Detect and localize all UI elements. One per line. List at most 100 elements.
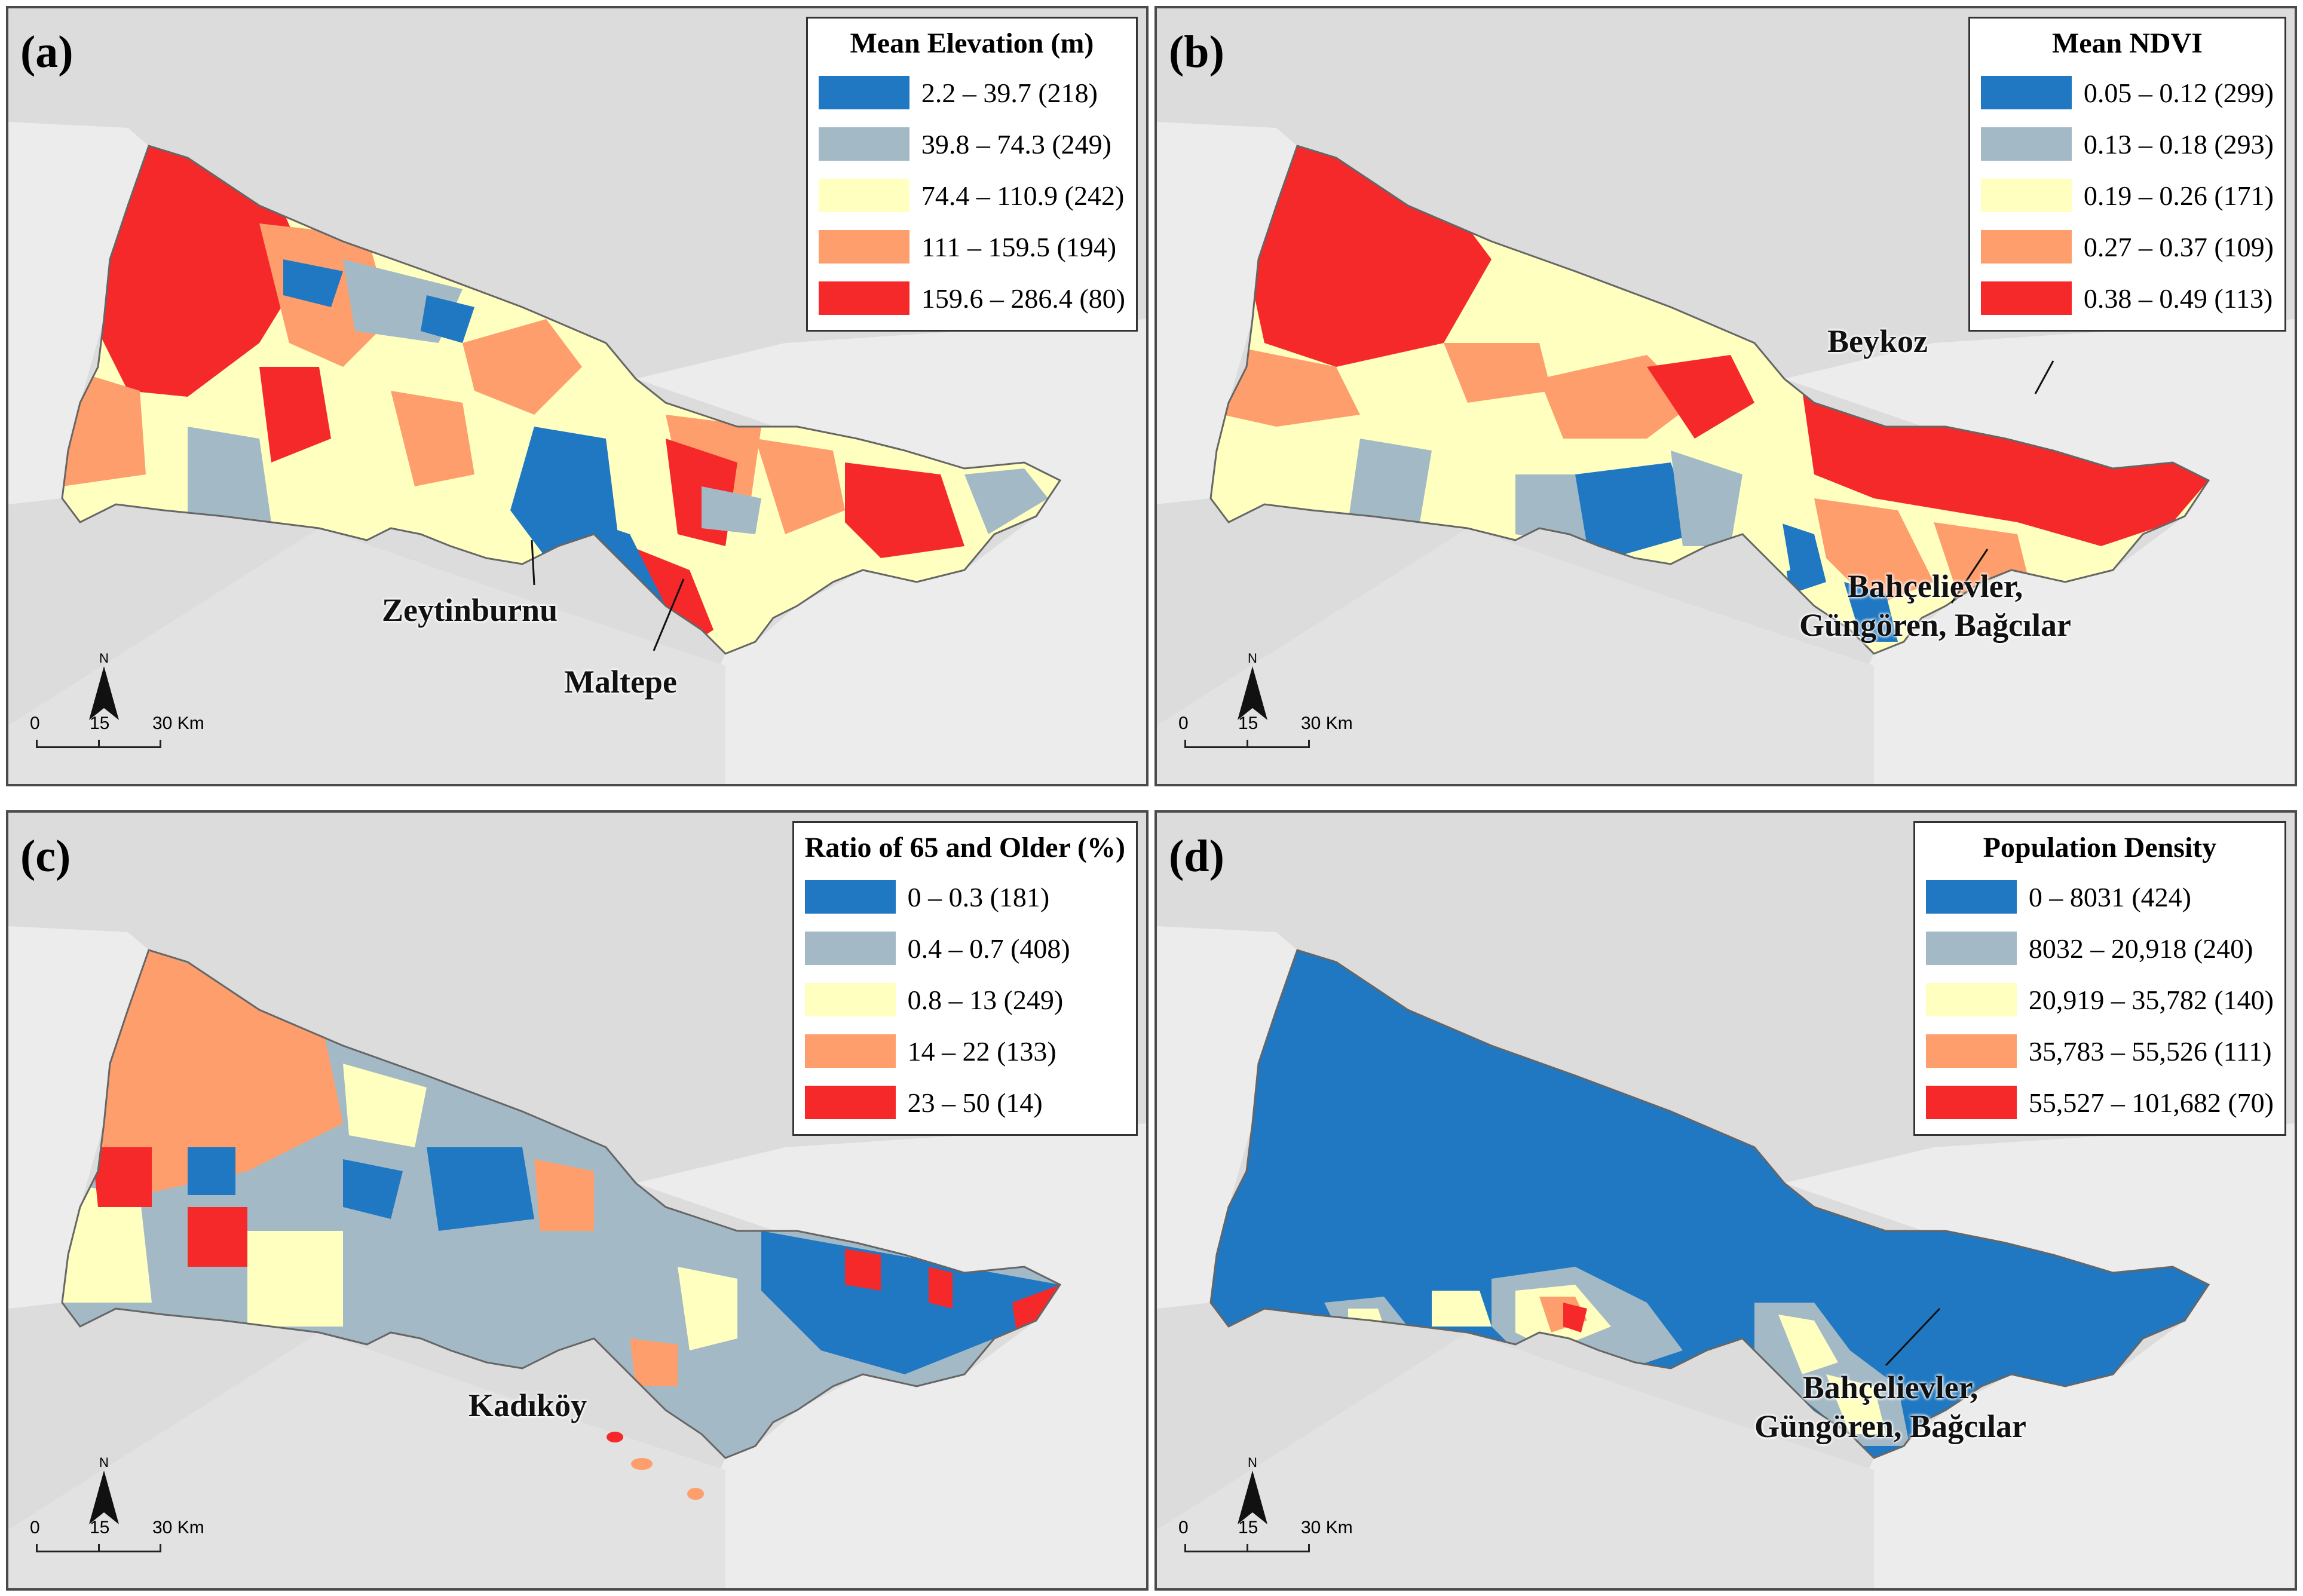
- legend-item: 55,527 – 101,682 (70): [1925, 1077, 2274, 1128]
- panel-label: (a): [20, 27, 74, 77]
- annotation-line-1: Bahçelievler,: [1847, 568, 2023, 604]
- legend-label: 0.27 – 0.37 (109): [2083, 231, 2274, 262]
- legend-swatch: [1925, 932, 2017, 965]
- legend-label: 39.8 – 74.3 (249): [921, 128, 1111, 160]
- legend-label: 14 – 22 (133): [907, 1036, 1056, 1067]
- legend-label: 55,527 – 101,682 (70): [2028, 1087, 2274, 1118]
- legend-label: 0 – 8031 (424): [2028, 881, 2191, 912]
- legend-item: 2.2 – 39.7 (218): [818, 67, 1125, 118]
- north-arrow-icon: [1238, 1471, 1267, 1524]
- legend-swatch: [818, 76, 909, 109]
- legend-swatch: [1925, 983, 2017, 1016]
- north-arrow: N: [1235, 651, 1270, 723]
- legend-item: 0.38 – 0.49 (113): [1980, 272, 2274, 324]
- legend: Population Density 0 – 8031 (424) 8032 –…: [1913, 821, 2286, 1136]
- scale-bar: 0 15 30 Km: [30, 713, 204, 749]
- scale-end: 30 Km: [152, 713, 204, 733]
- legend-item: 0.8 – 13 (249): [804, 974, 1125, 1025]
- scale-bar-tick: [98, 740, 100, 748]
- legend-item: 0.4 – 0.7 (408): [804, 923, 1125, 974]
- legend: Ratio of 65 and Older (%) 0 – 0.3 (181) …: [792, 821, 1138, 1136]
- scale-bar-tick: [1247, 740, 1248, 748]
- legend-swatch: [818, 127, 909, 161]
- north-label: N: [1248, 651, 1257, 666]
- annotation-bahcelievler: Bahçelievler, Güngören, Bağcılar: [1799, 567, 2071, 645]
- legend-swatch: [818, 230, 909, 264]
- legend-swatch: [804, 1034, 896, 1068]
- north-label: N: [99, 651, 109, 666]
- north-arrow: N: [86, 1455, 122, 1527]
- legend-item: 35,783 – 55,526 (111): [1925, 1025, 2274, 1077]
- north-arrow: N: [1235, 1455, 1270, 1527]
- legend-label: 2.2 – 39.7 (218): [921, 77, 1098, 108]
- legend-swatch: [1980, 127, 2072, 161]
- legend-item: 0 – 8031 (424): [1925, 871, 2274, 923]
- annotation-beykoz: Beykoz: [1827, 323, 1928, 359]
- north-arrow-icon: [1238, 666, 1267, 720]
- map-b: [1157, 8, 2295, 784]
- annotation-line-1: Bahçelievler,: [1802, 1370, 1979, 1405]
- legend-item: 0.13 – 0.18 (293): [1980, 118, 2274, 170]
- legend-title: Ratio of 65 and Older (%): [804, 832, 1125, 863]
- scale-bar-tick: [1247, 1544, 1248, 1552]
- north-label: N: [99, 1455, 109, 1470]
- legend: Mean Elevation (m) 2.2 – 39.7 (218) 39.8…: [806, 17, 1138, 332]
- scale-bar: 0 15 30 Km: [1178, 1518, 1353, 1554]
- scale-bar-tick: [98, 1544, 100, 1552]
- legend-swatch: [804, 932, 896, 965]
- legend-label: 20,919 – 35,782 (140): [2028, 984, 2274, 1015]
- legend-swatch: [1925, 880, 2017, 914]
- scale-mid: 15: [1238, 713, 1258, 733]
- scale-end: 30 Km: [1301, 713, 1353, 733]
- annotation-line-2: Güngören, Bağcılar: [1799, 606, 2072, 643]
- scale-mid: 15: [90, 713, 110, 733]
- panel-label: (b): [1169, 27, 1224, 77]
- annotation-bahcelievler: Bahçelievler, Güngören, Bağcılar: [1754, 1368, 2026, 1446]
- annotation-kadikoy: Kadıköy: [468, 1387, 587, 1423]
- legend-item: 0.27 – 0.37 (109): [1980, 221, 2274, 272]
- scale-zero: 0: [30, 713, 40, 733]
- legend-item: 0 – 0.3 (181): [804, 871, 1125, 923]
- legend-label: 0.13 – 0.18 (293): [2083, 128, 2274, 160]
- legend-swatch: [1925, 1086, 2017, 1119]
- legend-item: 14 – 22 (133): [804, 1025, 1125, 1077]
- legend-item: 159.6 – 286.4 (80): [818, 272, 1125, 324]
- legend-swatch: [818, 179, 909, 212]
- legend-item: 20,919 – 35,782 (140): [1925, 974, 2274, 1025]
- north-arrow: N: [86, 651, 122, 723]
- panel-d: (d) Population Density 0 – 8031 (424) 80…: [1154, 810, 2297, 1591]
- legend-label: 0.8 – 13 (249): [907, 984, 1064, 1015]
- north-arrow-icon: [89, 666, 119, 720]
- panel-c: (c) Ratio of 65 and Older (%) 0 – 0.3 (1…: [6, 810, 1149, 1591]
- legend-label: 0.05 – 0.12 (299): [2083, 77, 2274, 108]
- legend-label: 74.4 – 110.9 (242): [921, 180, 1125, 211]
- legend-title: Mean NDVI: [2051, 27, 2203, 59]
- north-label: N: [1248, 1455, 1257, 1470]
- legend-swatch: [804, 1086, 896, 1119]
- map-c: [8, 813, 1146, 1588]
- scale-zero: 0: [30, 1518, 40, 1537]
- scale-bar: 0 15 30 Km: [30, 1518, 204, 1554]
- panel-label: (d): [1169, 831, 1224, 881]
- north-arrow-icon: [89, 1471, 119, 1524]
- legend-label: 23 – 50 (14): [907, 1087, 1043, 1118]
- legend-label: 35,783 – 55,526 (111): [2028, 1036, 2272, 1067]
- legend-item: 8032 – 20,918 (240): [1925, 923, 2274, 974]
- scale-mid: 15: [90, 1518, 110, 1537]
- legend-title: Population Density: [1983, 832, 2217, 863]
- legend-swatch: [1925, 1034, 2017, 1068]
- panel-label: (c): [20, 831, 71, 881]
- legend-swatch: [1980, 76, 2072, 109]
- annotation-maltepe: Maltepe: [564, 664, 677, 700]
- panel-a: (a) Mean Elevation (m) 2.2 – 39.7 (218) …: [6, 6, 1149, 786]
- legend-swatch: [1980, 179, 2072, 212]
- legend-swatch: [804, 880, 896, 914]
- scale-end: 30 Km: [1301, 1518, 1353, 1537]
- scale-mid: 15: [1238, 1518, 1258, 1537]
- legend-label: 111 – 159.5 (194): [921, 231, 1117, 262]
- legend-item: 0.19 – 0.26 (171): [1980, 170, 2274, 221]
- legend-item: 39.8 – 74.3 (249): [818, 118, 1125, 170]
- annotation-line-2: Güngören, Bağcılar: [1754, 1408, 2027, 1444]
- legend-swatch: [1980, 230, 2072, 264]
- legend-item: 23 – 50 (14): [804, 1077, 1125, 1128]
